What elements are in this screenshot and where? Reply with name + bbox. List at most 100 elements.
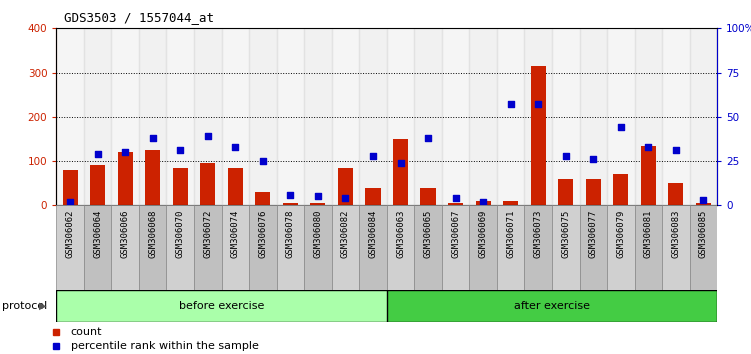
Point bbox=[229, 144, 241, 150]
Point bbox=[477, 199, 489, 205]
Bar bbox=[635, 205, 662, 290]
Bar bbox=[497, 28, 524, 205]
Bar bbox=[283, 203, 298, 205]
Bar bbox=[415, 205, 442, 290]
Bar bbox=[249, 28, 276, 205]
Bar bbox=[635, 28, 662, 205]
Bar bbox=[167, 28, 194, 205]
Point bbox=[367, 153, 379, 159]
Bar bbox=[421, 188, 436, 205]
Bar bbox=[531, 66, 546, 205]
Bar bbox=[614, 175, 629, 205]
Bar bbox=[173, 168, 188, 205]
Bar bbox=[475, 201, 490, 205]
Text: GSM306068: GSM306068 bbox=[148, 210, 157, 258]
Text: GSM306081: GSM306081 bbox=[644, 210, 653, 258]
Bar bbox=[552, 28, 580, 205]
Point bbox=[92, 151, 104, 157]
Bar bbox=[201, 163, 216, 205]
Bar bbox=[222, 28, 249, 205]
Bar bbox=[222, 205, 249, 290]
Bar bbox=[62, 170, 77, 205]
Bar bbox=[304, 28, 332, 205]
Bar bbox=[524, 205, 552, 290]
Bar bbox=[194, 205, 222, 290]
Bar bbox=[442, 28, 469, 205]
Bar bbox=[366, 188, 381, 205]
Bar bbox=[503, 201, 518, 205]
Bar bbox=[387, 205, 415, 290]
Bar bbox=[580, 28, 607, 205]
Text: GSM306075: GSM306075 bbox=[561, 210, 570, 258]
Bar bbox=[304, 205, 332, 290]
Point bbox=[285, 192, 297, 198]
Text: GSM306082: GSM306082 bbox=[341, 210, 350, 258]
Bar bbox=[249, 205, 276, 290]
Point bbox=[670, 148, 682, 153]
Bar bbox=[84, 28, 111, 205]
Text: GSM306069: GSM306069 bbox=[478, 210, 487, 258]
Bar bbox=[607, 28, 635, 205]
Point bbox=[174, 148, 186, 153]
Text: GDS3503 / 1557044_at: GDS3503 / 1557044_at bbox=[64, 11, 214, 24]
Bar bbox=[276, 205, 304, 290]
Point bbox=[450, 195, 462, 201]
Text: GSM306065: GSM306065 bbox=[424, 210, 433, 258]
Bar bbox=[387, 28, 415, 205]
Bar bbox=[524, 28, 552, 205]
Bar bbox=[276, 28, 304, 205]
Text: GSM306072: GSM306072 bbox=[204, 210, 213, 258]
Bar bbox=[111, 28, 139, 205]
Text: GSM306062: GSM306062 bbox=[65, 210, 74, 258]
Bar bbox=[387, 290, 717, 322]
Point bbox=[559, 153, 572, 159]
Text: GSM306071: GSM306071 bbox=[506, 210, 515, 258]
Text: GSM306066: GSM306066 bbox=[121, 210, 130, 258]
Point bbox=[257, 158, 269, 164]
Text: GSM306085: GSM306085 bbox=[699, 210, 708, 258]
Bar bbox=[139, 205, 167, 290]
Bar bbox=[167, 205, 194, 290]
Point bbox=[615, 125, 627, 130]
Text: GSM306070: GSM306070 bbox=[176, 210, 185, 258]
Point bbox=[146, 135, 158, 141]
Bar bbox=[255, 192, 270, 205]
Bar bbox=[552, 205, 580, 290]
Bar bbox=[586, 179, 601, 205]
Point bbox=[312, 194, 324, 199]
Bar bbox=[689, 28, 717, 205]
Bar bbox=[228, 168, 243, 205]
Text: GSM306063: GSM306063 bbox=[396, 210, 405, 258]
Bar bbox=[415, 28, 442, 205]
Point bbox=[698, 197, 710, 203]
Bar bbox=[56, 205, 84, 290]
Point bbox=[64, 199, 76, 205]
Bar bbox=[662, 205, 689, 290]
Point bbox=[587, 156, 599, 162]
Bar bbox=[56, 28, 84, 205]
Text: GSM306076: GSM306076 bbox=[258, 210, 267, 258]
Point bbox=[532, 102, 544, 107]
Bar bbox=[442, 205, 469, 290]
Bar bbox=[332, 28, 359, 205]
Bar bbox=[668, 183, 683, 205]
Text: after exercise: after exercise bbox=[514, 301, 590, 311]
Bar bbox=[689, 205, 717, 290]
Bar bbox=[696, 203, 711, 205]
Text: GSM306083: GSM306083 bbox=[671, 210, 680, 258]
Bar bbox=[580, 205, 607, 290]
Text: before exercise: before exercise bbox=[179, 301, 264, 311]
Bar bbox=[338, 168, 353, 205]
Text: protocol: protocol bbox=[2, 301, 47, 311]
Point bbox=[505, 102, 517, 107]
Bar bbox=[84, 205, 111, 290]
Bar bbox=[310, 203, 325, 205]
Bar bbox=[497, 205, 524, 290]
Text: percentile rank within the sample: percentile rank within the sample bbox=[71, 341, 259, 351]
Bar bbox=[558, 179, 573, 205]
Bar bbox=[359, 28, 387, 205]
Bar bbox=[145, 150, 160, 205]
Text: GSM306077: GSM306077 bbox=[589, 210, 598, 258]
Bar bbox=[641, 145, 656, 205]
Bar bbox=[194, 28, 222, 205]
